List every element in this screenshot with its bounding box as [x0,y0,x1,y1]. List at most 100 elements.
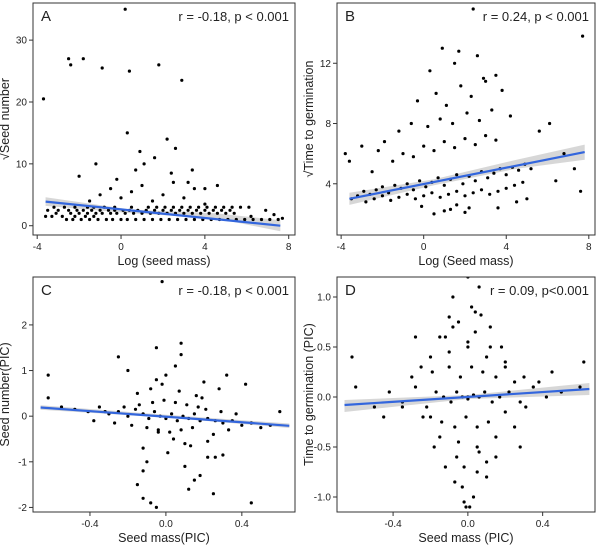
data-point [444,103,448,107]
y-tick-label: 0 [21,412,27,423]
data-point [220,208,224,212]
data-point [456,440,461,444]
data-point [173,146,178,150]
data-point [165,137,169,141]
plot-area [344,277,590,509]
data-point [453,480,457,484]
data-point [215,211,219,215]
data-point [362,189,366,193]
data-point [147,416,151,421]
data-point [382,415,386,419]
data-point [97,405,101,409]
data-point [531,385,535,389]
data-point [77,174,81,178]
data-point [469,94,473,98]
data-point [581,34,585,38]
data-point [451,121,455,126]
data-point [196,405,200,409]
data-point [217,387,221,391]
data-point [554,179,558,183]
panel-c: -0.4 0.0 0.4 -2 -1 0 1 2 C r = -0.18, p < 0.001 Se… [0,276,296,545]
data-point [432,445,436,449]
data-point [243,217,247,222]
data-point [123,7,127,11]
data-point [468,505,472,509]
data-point [192,412,196,416]
data-point [477,450,481,454]
data-point [219,410,223,414]
data-point [503,365,507,369]
y-tick-label: 0.5 [317,343,331,354]
data-point [141,446,145,450]
data-point [176,217,180,222]
data-point [190,168,194,172]
data-point [264,208,268,212]
data-point [464,415,468,419]
data-point [75,208,79,212]
data-point [508,114,512,118]
data-point [156,430,160,434]
data-point [374,188,378,192]
data-point [249,214,253,218]
data-point [187,487,191,491]
data-point [69,63,73,67]
data-point [238,205,243,209]
data-point [434,390,438,394]
data-point [123,211,127,215]
data-point [473,179,477,183]
data-point [205,205,209,209]
data-point [448,207,453,211]
data-point [188,205,192,209]
y-tick-label: 2 [21,320,27,331]
data-point [94,162,98,166]
x-tick-label: -0.4 [384,519,402,530]
data-point [475,445,479,449]
data-point [397,129,401,133]
data-point [372,405,376,409]
data-point [400,405,404,409]
data-point [138,149,142,154]
data-point [405,192,409,196]
data-point [382,140,387,144]
y-tick-label: -0.5 [314,443,332,454]
data-point [376,149,380,153]
data-point [420,204,424,208]
data-point [507,390,511,394]
data-point [347,159,351,163]
data-point [455,203,459,207]
x-tick-label: 0.4 [235,519,249,530]
data-point [494,73,498,77]
data-point [96,217,100,222]
data-point [475,470,479,474]
data-point [94,211,98,215]
panel-b: -4 0 4 8 4 8 12 B r = 0.24, p < 0.001 Log (Seed m… [302,2,596,268]
data-point [466,345,470,349]
data-point [161,193,165,197]
y-tick-label: 30 [16,36,28,47]
data-point [81,208,85,212]
data-point [149,501,153,505]
data-point [443,465,447,469]
data-point [442,140,446,144]
data-point [204,407,208,411]
data-point [550,370,554,374]
x-axis-label: Seed mass (PIC) [418,531,513,545]
data-point [92,419,96,423]
data-point [56,208,60,212]
data-point [126,414,130,418]
data-point [228,208,232,212]
data-point [183,442,187,446]
data-point [106,208,111,212]
data-point [442,209,446,213]
y-tick-label: 4 [325,179,331,190]
x-axis-label: Log (seed mass) [117,254,210,268]
data-point [488,325,492,329]
data-point [464,505,468,509]
x-tick-label: -4 [337,242,346,253]
x-tick-label: 8 [286,242,292,253]
data-point [562,152,566,156]
data-point [432,212,436,216]
data-point [440,420,444,424]
data-point [244,382,248,386]
